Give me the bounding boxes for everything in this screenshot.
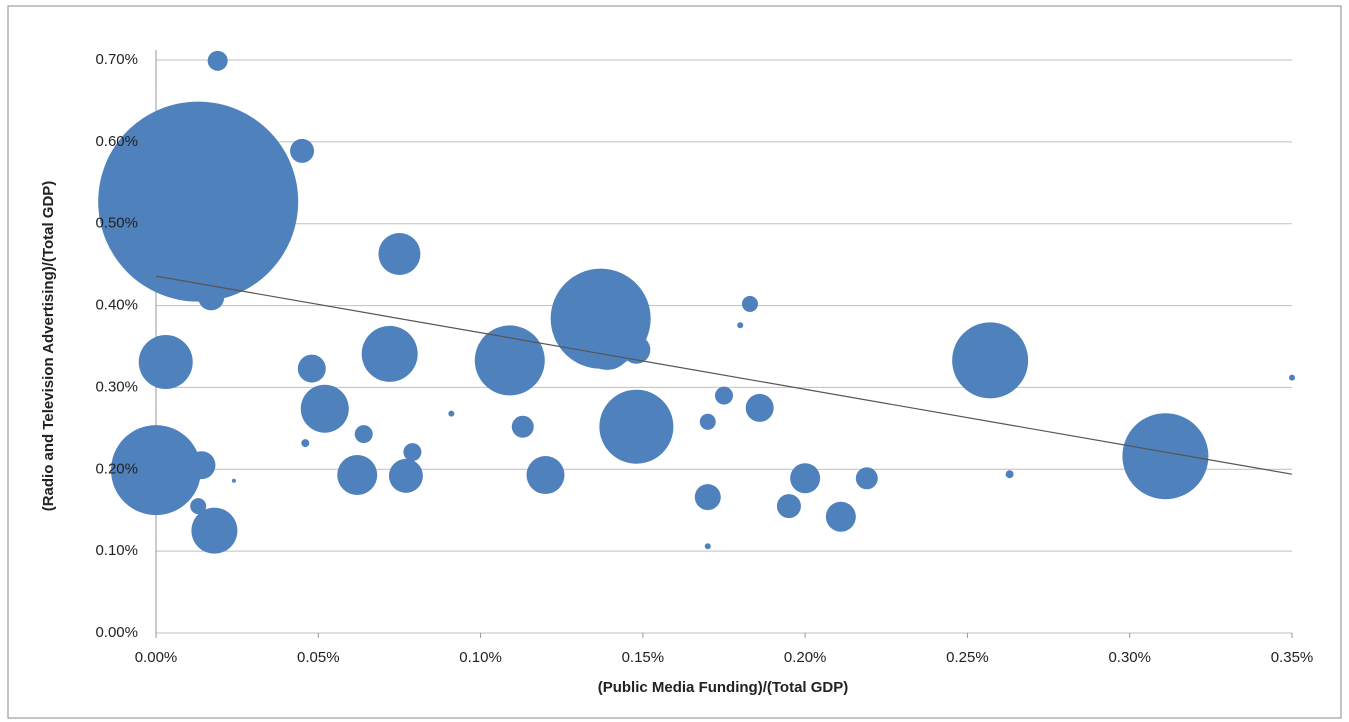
- bubble: [1005, 470, 1014, 479]
- bubble: [244, 132, 263, 151]
- y-tick-label: 0.20%: [95, 460, 138, 477]
- bubble: [378, 233, 421, 276]
- x-tick-label: 0.25%: [946, 649, 989, 666]
- bubble: [448, 410, 455, 417]
- bubble: [790, 463, 821, 494]
- plot-area: [98, 50, 1295, 554]
- x-tick-label: 0.00%: [135, 649, 178, 666]
- bubble: [300, 384, 349, 433]
- y-tick-label: 0.70%: [95, 51, 138, 68]
- bubble: [191, 507, 238, 554]
- bubble: [741, 295, 758, 312]
- y-tick-label: 0.10%: [95, 542, 138, 559]
- x-axis-title: (Public Media Funding)/(Total GDP): [598, 679, 849, 696]
- x-tick-label: 0.10%: [459, 649, 502, 666]
- bubble: [297, 354, 326, 383]
- bubble: [337, 455, 378, 496]
- bubble: [354, 425, 373, 444]
- y-axis-title: (Radio and Television Advertising)/(Tota…: [40, 181, 57, 512]
- bubble: [198, 284, 225, 311]
- bubble: [737, 322, 744, 329]
- bubble: [694, 484, 721, 511]
- bubble: [231, 478, 236, 483]
- bubble: [526, 456, 565, 495]
- bubble: [1289, 374, 1295, 381]
- y-tick-label: 0.30%: [95, 378, 138, 395]
- bubble: [111, 425, 201, 516]
- x-tick-label: 0.30%: [1108, 649, 1151, 666]
- y-tick-label: 0.00%: [95, 624, 138, 641]
- bubble: [1122, 413, 1209, 500]
- bubble: [403, 443, 422, 462]
- bubble: [776, 494, 801, 519]
- bubble: [301, 439, 310, 448]
- bubble: [138, 335, 193, 390]
- bubble: [699, 413, 716, 430]
- bubble: [599, 389, 674, 464]
- bubble: [98, 101, 299, 302]
- bubble: [207, 50, 228, 71]
- bubble: [361, 325, 418, 382]
- y-tick-label: 0.50%: [95, 215, 138, 232]
- bubble: [388, 458, 423, 493]
- x-tick-label: 0.20%: [784, 649, 827, 666]
- bubble: [187, 451, 216, 480]
- y-tick-label: 0.60%: [95, 133, 138, 150]
- bubble: [715, 386, 733, 405]
- bubble: [511, 415, 534, 438]
- bubble: [825, 501, 856, 532]
- bubble: [290, 138, 315, 163]
- x-tick-label: 0.05%: [297, 649, 340, 666]
- bubble: [190, 498, 207, 515]
- y-tick-label: 0.40%: [95, 297, 138, 314]
- x-tick-label: 0.35%: [1271, 649, 1314, 666]
- bubble: [952, 322, 1029, 399]
- bubble: [855, 467, 878, 490]
- x-tick-label: 0.15%: [622, 649, 665, 666]
- bubble: [622, 335, 651, 364]
- bubble: [704, 543, 711, 550]
- trendline: [155, 275, 1293, 475]
- bubble: [474, 325, 545, 396]
- bubble: [745, 393, 774, 422]
- labels: 0.00% 0.10% 0.20% 0.30% 0.40% 0.50% 0.60% 0.70%…: [95, 51, 1313, 666]
